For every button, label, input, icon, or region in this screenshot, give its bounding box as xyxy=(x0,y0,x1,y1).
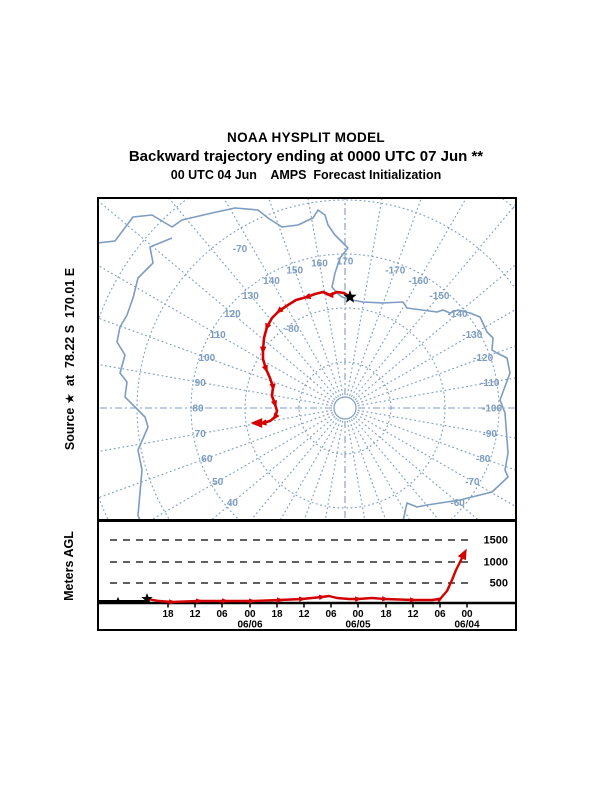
trajectory-interval-marker xyxy=(275,306,284,314)
source-star-icon-height xyxy=(141,593,153,604)
meridian-line xyxy=(357,377,516,407)
height-interval-marker xyxy=(277,597,284,603)
meridian-label: 40 xyxy=(227,498,239,509)
time-tick-label: 00 xyxy=(244,609,256,620)
coastline-path xyxy=(116,237,173,520)
trajectory-interval-marker xyxy=(270,399,277,408)
meridian-label: -90 xyxy=(483,429,498,440)
trajectory-interval-marker xyxy=(261,364,268,373)
meridian-line xyxy=(355,308,516,402)
time-tick-label: 06 xyxy=(216,609,228,620)
source-location-label: Source ★ at 78.22 S 170.01 E xyxy=(63,267,77,451)
time-tick-label: 06 xyxy=(434,609,446,620)
start-segment-marker xyxy=(115,596,121,603)
map-frame xyxy=(97,197,517,521)
trajectory-interval-marker xyxy=(269,383,276,392)
latitude-label: -70 xyxy=(233,244,248,255)
meridian-label: 90 xyxy=(195,378,207,389)
meridian-label: 150 xyxy=(286,265,303,276)
height-grid-label: 1500 xyxy=(484,535,508,547)
antarctica-coastline xyxy=(98,207,511,520)
time-tick-label: 18 xyxy=(380,609,392,620)
trajectory-interval-marker xyxy=(265,322,272,331)
meridian-line xyxy=(149,414,335,520)
meridian-label: -60 xyxy=(450,498,465,509)
height-panel-frame xyxy=(97,520,517,631)
trajectory-interval-marker xyxy=(302,292,312,299)
meridian-label: 60 xyxy=(201,454,213,465)
height-end-arrow xyxy=(457,548,467,561)
meridian-label: 70 xyxy=(195,429,207,440)
trajectory-interval-marker xyxy=(272,412,280,421)
meridian-label: -150 xyxy=(429,291,449,302)
height-interval-marker xyxy=(249,598,256,604)
height-interval-marker xyxy=(318,594,326,601)
height-interval-marker xyxy=(196,598,203,604)
initialization-subtitle: 00 UTC 04 Jun AMPS Forecast Initializati… xyxy=(170,168,442,182)
height-trajectory-path xyxy=(145,552,466,604)
height-interval-marker xyxy=(298,596,306,602)
trajectory-title: Backward trajectory ending at 0000 UTC 0… xyxy=(128,148,484,165)
height-interval-marker xyxy=(355,596,362,602)
time-tick-label: 18 xyxy=(162,609,174,620)
time-tick-label: 00 xyxy=(352,609,364,620)
trajectory-interval-marker xyxy=(325,291,334,299)
height-interval-marker xyxy=(410,597,417,603)
meridian-label: 50 xyxy=(212,477,224,488)
latitude-circle xyxy=(98,198,516,520)
meridian-line xyxy=(357,409,516,439)
time-tick-label: 18 xyxy=(271,609,283,620)
source-star-icon xyxy=(343,290,357,303)
meridian-label: 130 xyxy=(242,291,259,302)
height-grid-label: 500 xyxy=(490,578,508,590)
meridian-label: 170 xyxy=(337,257,354,268)
meridian-label: -80 xyxy=(476,454,491,465)
trajectory-end-arrow xyxy=(250,418,263,428)
time-tick-label: 12 xyxy=(298,609,310,620)
map-grid-labels: -170-160-150 -140 -130 -120 -110 -100 -90 -80 -7… xyxy=(192,244,502,509)
date-label: 06/05 xyxy=(345,620,370,631)
meridian-label: 140 xyxy=(263,276,280,287)
latitude-label: -80 xyxy=(285,324,300,335)
meridian-label: -140 xyxy=(448,309,468,320)
meridian-label: -130 xyxy=(462,330,482,341)
coastline-path xyxy=(98,207,511,520)
hysplit-figure: -170-160-150 -140 -130 -120 -110 -100 -90 -80 -7… xyxy=(97,197,517,631)
meridian-label: -110 xyxy=(480,378,500,389)
time-tick-label: 12 xyxy=(407,609,419,620)
meridian-line xyxy=(98,264,335,402)
model-title: NOAA HYSPLIT MODEL xyxy=(227,130,385,145)
pole-circle xyxy=(333,396,357,420)
meridian-label: -120 xyxy=(473,353,493,364)
height-interval-marker xyxy=(381,596,389,602)
meridian-line xyxy=(98,363,333,407)
height-interval-marker xyxy=(169,599,176,605)
height-interval-marker xyxy=(436,597,444,603)
meridian-line xyxy=(346,198,383,396)
trajectory-interval-marker xyxy=(260,346,267,355)
time-tick-label: 06 xyxy=(325,609,337,620)
meridian-label: -100 xyxy=(482,404,502,415)
date-label: 06/06 xyxy=(237,620,262,631)
meridian-label: 120 xyxy=(224,309,241,320)
height-axis-label: Meters AGL xyxy=(62,531,76,601)
meridian-line xyxy=(98,409,333,453)
meridian-label: 110 xyxy=(210,330,227,341)
title-block: NOAA HYSPLIT MODEL Backward trajectory e… xyxy=(0,130,612,182)
height-interval-marker xyxy=(222,598,229,604)
meridian-label: 100 xyxy=(199,353,216,364)
meridian-label: -70 xyxy=(465,477,480,488)
height-grid-label: 1000 xyxy=(484,557,508,569)
meridian-label: 80 xyxy=(192,404,204,415)
trajectory-path xyxy=(255,290,352,425)
date-label: 06/04 xyxy=(454,620,479,631)
meridian-label: -170 xyxy=(385,265,405,276)
meridian-label: -160 xyxy=(408,276,428,287)
map-graticule xyxy=(98,198,516,520)
map-trajectory xyxy=(250,290,357,428)
time-tick-label: 12 xyxy=(189,609,201,620)
time-tick-label: 00 xyxy=(461,609,473,620)
meridian-label: 160 xyxy=(311,259,328,270)
